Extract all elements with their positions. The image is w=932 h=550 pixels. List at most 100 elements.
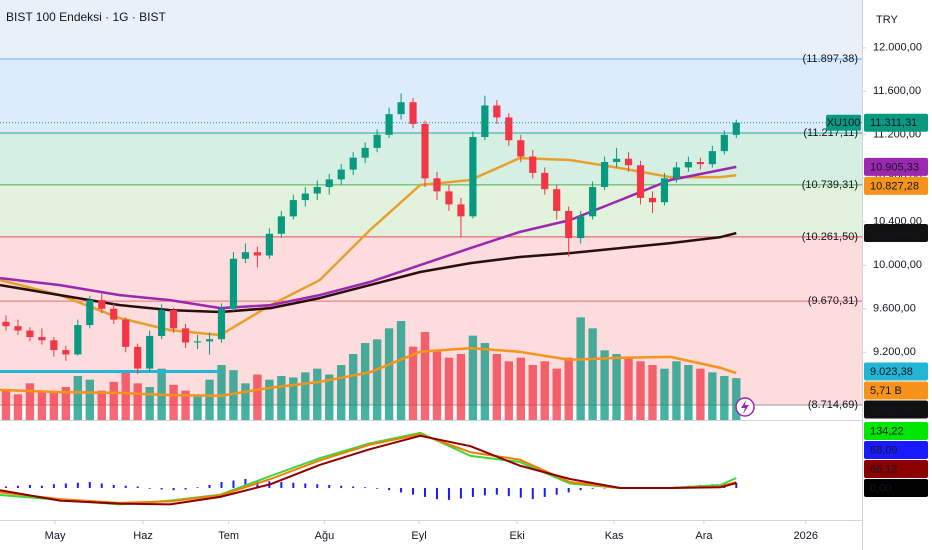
histogram-bar [112, 484, 115, 488]
level-band [0, 58, 862, 133]
candle-body [289, 200, 297, 217]
histogram-bar [340, 485, 343, 488]
histogram-bar [220, 482, 223, 488]
histogram-bar [100, 483, 103, 488]
level-band [0, 405, 862, 420]
x-tick-label: Ara [695, 530, 713, 542]
candle-body [433, 178, 441, 192]
histogram-bar [507, 487, 510, 497]
chart-title: BIST 100 Endeksi · 1G · BIST [6, 10, 167, 24]
candle-body [672, 167, 681, 179]
candle-body [373, 134, 381, 148]
volume-bar [277, 376, 286, 420]
x-tick-label: 2026 [793, 530, 817, 542]
volume-ma [0, 346, 737, 398]
price-tag-label: 10.827,28 [870, 180, 919, 192]
x-tick-label: May [45, 530, 66, 542]
candle-body [241, 252, 250, 259]
price-tag-label: 66,12 [870, 463, 898, 475]
volume-bar [672, 361, 681, 420]
histogram-bar [543, 487, 546, 497]
histogram-bar [232, 480, 235, 488]
macd-line [0, 434, 737, 506]
price-tag-label: 8.982,41 [870, 404, 913, 416]
histogram-bar [471, 487, 474, 497]
y-tick-label: 9.600,00 [873, 303, 916, 315]
candle-body [170, 309, 178, 329]
volume-bar [121, 372, 130, 420]
volume-bar [564, 357, 573, 420]
histogram-bar [52, 484, 55, 488]
price-tag [864, 421, 928, 440]
volume-bar [720, 376, 729, 420]
x-tick-label: Kas [605, 530, 624, 542]
volume-bar [732, 378, 741, 420]
price-tag [864, 157, 928, 176]
histogram-bar [567, 487, 570, 493]
volume-bar [612, 354, 621, 420]
candle-body [708, 151, 716, 165]
histogram-bar [76, 482, 79, 488]
level-label: (10.739,31) [802, 179, 858, 191]
x-tick-label: Eki [510, 530, 525, 542]
price-tag [864, 176, 928, 195]
volume-bar [37, 390, 47, 420]
volume-bar [265, 379, 274, 420]
histogram-bar [447, 487, 450, 500]
volume-bar [528, 365, 537, 420]
histogram-bar [603, 487, 606, 489]
histogram-bar [579, 487, 582, 491]
histogram-bar [304, 483, 307, 488]
price-tag-label: 9.023,38 [870, 366, 913, 378]
volume-bar [253, 374, 262, 420]
volume-bar [337, 365, 346, 420]
price-tag [864, 113, 928, 132]
candle-body [409, 102, 417, 124]
candle-body [62, 350, 70, 355]
candle-body [601, 161, 609, 188]
price-tag [864, 362, 928, 381]
price-tag [864, 478, 928, 497]
symbol-tag-label: XU100 [827, 117, 861, 129]
volume-bar [133, 383, 142, 420]
volume-bar [468, 335, 478, 420]
volume-bar [25, 383, 35, 420]
macd-line [0, 433, 737, 504]
histogram-bar [531, 487, 534, 500]
volume-bar [432, 350, 442, 420]
histogram-bar [424, 487, 427, 497]
histogram-bar [4, 486, 7, 488]
candle-body [361, 147, 369, 158]
volume-bar [13, 394, 23, 420]
volume-bar [408, 346, 418, 420]
histogram-bar [136, 486, 139, 488]
candle-body [337, 169, 345, 180]
histogram-bar [160, 487, 163, 490]
price-tag-label: 11.311,31 [870, 117, 917, 129]
price-tag [864, 224, 928, 243]
histogram-bar [388, 487, 391, 491]
volume-bar [301, 372, 310, 420]
histogram-bar [148, 487, 151, 489]
candle-body [158, 309, 166, 336]
candle-body [205, 339, 214, 342]
candle-body [277, 216, 285, 234]
symbol-tag [826, 114, 861, 131]
price-tag-label: 0,00 [870, 482, 891, 494]
candle-body [684, 161, 692, 168]
volume-bar [648, 365, 657, 420]
candle-body [612, 158, 621, 162]
currency[interactable]: TRY [876, 14, 898, 26]
candle-body [2, 321, 10, 327]
candle-body [38, 337, 46, 341]
volume-bar [684, 365, 693, 420]
candle-body [397, 102, 405, 115]
volume-bar [444, 357, 454, 420]
candle-body [636, 165, 645, 198]
histogram-bar [88, 482, 91, 488]
histogram-bar [316, 484, 319, 488]
y-tick-label: 11.600,00 [873, 85, 921, 97]
alert-icon[interactable] [735, 397, 755, 417]
level-label: (10.261,50) [802, 231, 858, 243]
